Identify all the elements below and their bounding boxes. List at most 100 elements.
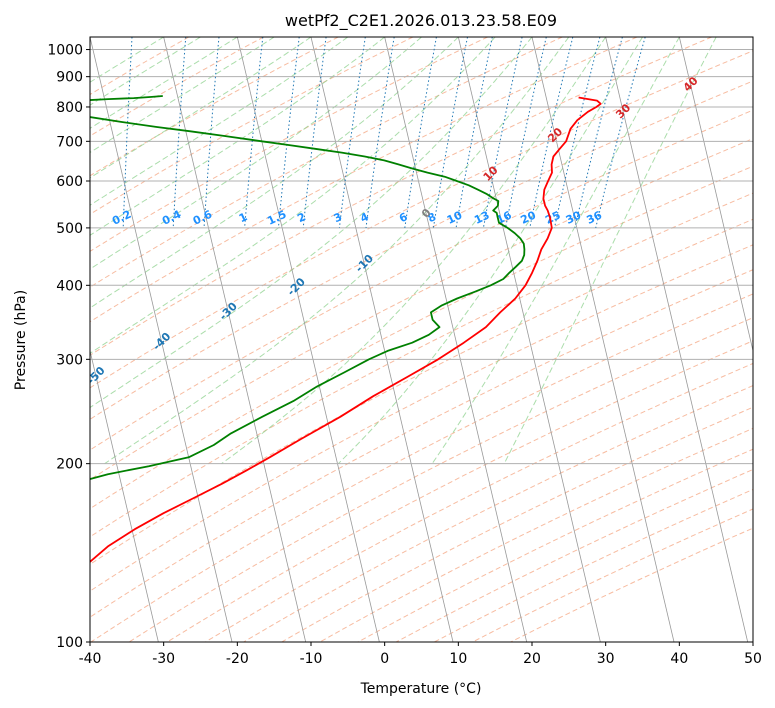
isotherm-line <box>163 37 307 642</box>
mixing-ratio-line <box>554 37 601 229</box>
mixing-ratio-label: 4 <box>358 210 371 225</box>
mixing-ratio-label: 20 <box>519 208 539 226</box>
moist-adiabat <box>337 37 643 465</box>
dry-adiabat <box>90 192 753 538</box>
dry-adiabat <box>90 37 264 137</box>
profile-series <box>90 95 602 563</box>
y-tick-label: 500 <box>56 221 83 237</box>
mixing-ratio-line <box>574 37 623 229</box>
mixing-ratio-label: 6 <box>397 210 410 225</box>
dry-adiabats <box>90 37 753 642</box>
mixing-ratio-line <box>505 37 547 228</box>
x-tick-label: -40 <box>79 651 102 667</box>
x-tick-label: 10 <box>449 651 467 667</box>
mixing-ratio-label: 0.6 <box>191 208 214 228</box>
y-tick-label: 200 <box>56 457 83 473</box>
x-tick-label: -20 <box>226 651 249 667</box>
mixing-ratio-line <box>404 37 437 228</box>
dry-adiabat <box>90 37 339 177</box>
y-tick-label: 300 <box>56 352 83 368</box>
dry-adiabat <box>281 406 753 642</box>
dry-adiabat <box>90 50 753 389</box>
mixing-ratio-label: 1 <box>237 210 249 225</box>
mixing-ratio-line <box>172 37 187 228</box>
mixing-ratio-label: 0.2 <box>110 208 133 228</box>
isotherm-line <box>457 37 601 642</box>
dry-adiabat <box>90 293 753 642</box>
moist-adiabat <box>221 37 607 465</box>
dry-adiabat <box>243 385 753 642</box>
moist-adiabat <box>90 37 349 206</box>
isotherm-line <box>90 37 233 642</box>
dry-adiabat <box>90 218 753 565</box>
y-tick-label: 100 <box>56 635 83 651</box>
dry-adiabat <box>90 109 753 451</box>
isotherm-line <box>752 37 753 39</box>
mixing-ratio-line <box>302 37 327 228</box>
isotherm-label: -30 <box>217 299 240 322</box>
mixing-ratio-lines <box>76 37 646 229</box>
mixing-ratio-line <box>277 37 300 228</box>
x-tick-label: 30 <box>597 651 615 667</box>
isotherm-label: -40 <box>150 330 173 353</box>
mixing-ratio-line <box>455 37 493 228</box>
isotherm-label: -10 <box>353 252 376 275</box>
dry-adiabat <box>90 80 753 420</box>
mixing-ratio-label: 3 <box>332 210 344 225</box>
moist-adiabat <box>90 37 201 106</box>
mixing-ratio-line <box>529 37 574 228</box>
isotherm-label: 20 <box>545 125 565 145</box>
y-axis-label: Pressure (hPa) <box>13 290 29 390</box>
dry-adiabat <box>90 37 488 252</box>
dry-adiabat <box>434 488 753 642</box>
moist-adiabat <box>90 37 385 236</box>
isotherm-line <box>531 37 675 642</box>
dry-adiabat <box>395 468 753 642</box>
isotherm-line <box>90 349 159 642</box>
moist-adiabat <box>90 37 459 309</box>
isotherm-line <box>236 37 380 642</box>
mixing-ratio-label: 30 <box>564 208 584 226</box>
y-tick-label: 900 <box>56 70 83 86</box>
y-tick-label: 700 <box>56 134 83 150</box>
dewpoint-profile <box>90 95 526 480</box>
x-axis-label: Temperature (°C) <box>360 681 482 697</box>
mixing-ratio-line <box>338 37 366 228</box>
x-axis: -40 -30 -20 -10 0 10 20 30 40 50 <box>79 642 762 667</box>
dry-adiabat <box>90 37 712 356</box>
moist-adiabat <box>431 37 680 464</box>
y-tick-label: 1000 <box>47 43 83 59</box>
dry-adiabat <box>472 508 753 642</box>
dry-adiabat <box>90 269 753 618</box>
isotherm-line <box>310 37 454 642</box>
isotherms <box>0 37 753 642</box>
mixing-ratio-label: 0.4 <box>160 208 183 228</box>
mixing-ratio-label: 2 <box>295 210 307 225</box>
mixing-ratio-line <box>482 37 523 228</box>
dry-adiabat <box>90 37 563 288</box>
moist-adiabat <box>90 37 496 354</box>
y-tick-label: 600 <box>56 174 83 190</box>
x-tick-label: 50 <box>744 651 762 667</box>
y-tick-label: 400 <box>56 278 83 294</box>
mixing-ratio-line <box>122 37 133 228</box>
y-axis: 100 200 300 400 500 600 700 800 900 1000 <box>47 43 90 651</box>
moist-adiabat <box>90 37 533 409</box>
dry-adiabat <box>90 244 753 592</box>
isotherm-label: -50 <box>84 364 107 387</box>
x-tick-label: 0 <box>380 651 389 667</box>
x-tick-label: 20 <box>523 651 541 667</box>
chart-title: wetPf2_C2E1.2026.013.23.58.E09 <box>285 11 557 31</box>
dry-adiabat <box>128 317 753 642</box>
dry-adiabat <box>90 37 414 215</box>
dry-adiabat <box>90 138 753 481</box>
mixing-ratio-label: 10 <box>445 208 465 226</box>
moist-adiabat <box>90 37 275 154</box>
isotherm-label: 30 <box>613 101 633 121</box>
pressure-gridlines <box>90 49 753 642</box>
moist-adiabat <box>104 37 570 465</box>
moist-adiabat <box>503 37 717 464</box>
isotherm-line <box>0 37 11 642</box>
mixing-ratio-line <box>76 37 82 228</box>
moist-adiabat <box>90 37 312 179</box>
